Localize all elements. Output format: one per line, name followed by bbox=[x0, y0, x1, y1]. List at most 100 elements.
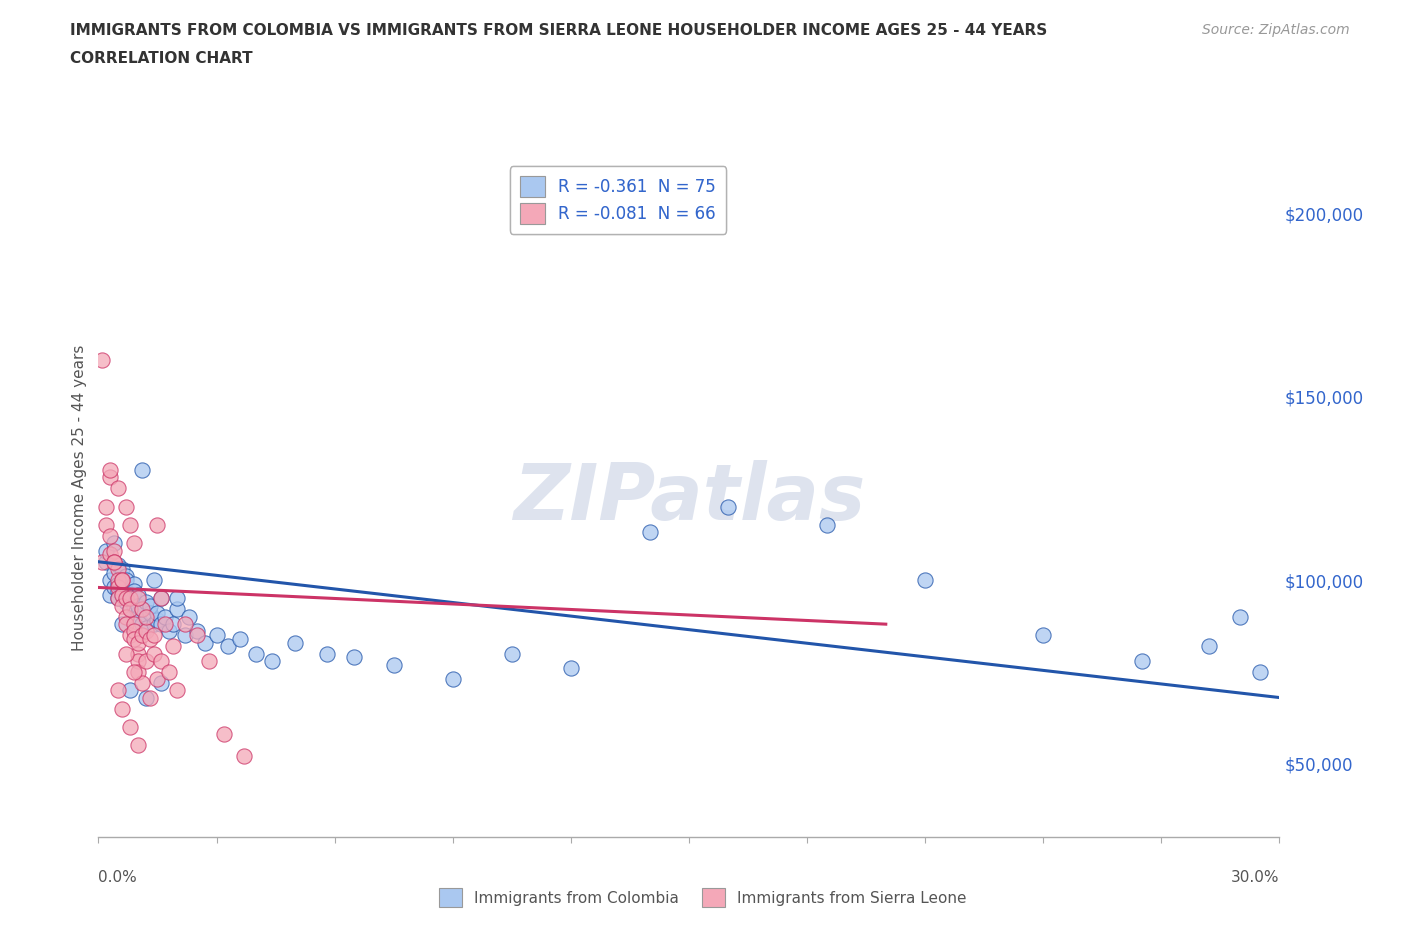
Y-axis label: Householder Income Ages 25 - 44 years: Householder Income Ages 25 - 44 years bbox=[72, 344, 87, 651]
Point bbox=[131, 628, 153, 643]
Point bbox=[343, 650, 366, 665]
Point bbox=[127, 664, 149, 679]
Point bbox=[131, 602, 153, 617]
Point bbox=[146, 518, 169, 533]
Point bbox=[135, 620, 157, 635]
Text: Source: ZipAtlas.com: Source: ZipAtlas.com bbox=[1202, 23, 1350, 37]
Point bbox=[174, 617, 197, 631]
Point bbox=[91, 352, 114, 367]
Point bbox=[115, 617, 138, 631]
Point bbox=[217, 639, 239, 654]
Point bbox=[146, 613, 169, 628]
Point bbox=[115, 499, 138, 514]
Point bbox=[103, 580, 125, 595]
Point bbox=[98, 547, 121, 562]
Point bbox=[115, 646, 138, 661]
Point bbox=[157, 624, 180, 639]
Point bbox=[131, 602, 153, 617]
Point bbox=[155, 609, 177, 624]
Point bbox=[131, 617, 153, 631]
Point bbox=[111, 580, 134, 595]
Point bbox=[142, 573, 165, 588]
Point bbox=[157, 664, 180, 679]
Text: CORRELATION CHART: CORRELATION CHART bbox=[70, 51, 253, 66]
Point bbox=[315, 646, 337, 661]
Point bbox=[127, 654, 149, 669]
Text: ZIPatlas: ZIPatlas bbox=[513, 459, 865, 536]
Point bbox=[127, 605, 149, 620]
Point bbox=[127, 737, 149, 752]
Legend: Immigrants from Colombia, Immigrants from Sierra Leone: Immigrants from Colombia, Immigrants fro… bbox=[433, 883, 973, 913]
Point bbox=[122, 624, 145, 639]
Point bbox=[115, 584, 138, 599]
Point bbox=[205, 628, 228, 643]
Point bbox=[1229, 609, 1251, 624]
Point bbox=[135, 690, 157, 705]
Point bbox=[118, 602, 141, 617]
Point bbox=[501, 646, 523, 661]
Point bbox=[441, 671, 464, 686]
Point bbox=[111, 588, 134, 603]
Text: IMMIGRANTS FROM COLOMBIA VS IMMIGRANTS FROM SIERRA LEONE HOUSEHOLDER INCOME AGES: IMMIGRANTS FROM COLOMBIA VS IMMIGRANTS F… bbox=[70, 23, 1047, 38]
Point bbox=[107, 683, 129, 698]
Point bbox=[138, 690, 160, 705]
Point bbox=[142, 628, 165, 643]
Point bbox=[186, 624, 208, 639]
Point bbox=[122, 577, 145, 591]
Point bbox=[142, 646, 165, 661]
Point bbox=[122, 536, 145, 551]
Point bbox=[127, 609, 149, 624]
Point bbox=[229, 631, 252, 646]
Point bbox=[107, 591, 129, 606]
Point bbox=[118, 588, 141, 603]
Point bbox=[122, 631, 145, 646]
Point bbox=[107, 558, 129, 573]
Point bbox=[118, 683, 141, 698]
Point bbox=[150, 591, 173, 606]
Point bbox=[118, 720, 141, 735]
Point bbox=[122, 584, 145, 599]
Point bbox=[131, 675, 153, 690]
Point bbox=[118, 518, 141, 533]
Point bbox=[284, 635, 307, 650]
Point bbox=[815, 518, 838, 533]
Point bbox=[717, 499, 740, 514]
Point bbox=[1130, 654, 1153, 669]
Point bbox=[111, 573, 134, 588]
Point bbox=[138, 605, 160, 620]
Point bbox=[118, 602, 141, 617]
Point bbox=[135, 624, 157, 639]
Text: 30.0%: 30.0% bbox=[1232, 870, 1279, 884]
Point bbox=[98, 588, 121, 603]
Point bbox=[107, 580, 129, 595]
Point bbox=[150, 654, 173, 669]
Point bbox=[111, 562, 134, 577]
Point bbox=[194, 635, 217, 650]
Point bbox=[103, 554, 125, 569]
Point bbox=[174, 628, 197, 643]
Point bbox=[107, 481, 129, 496]
Point bbox=[98, 528, 121, 543]
Point bbox=[115, 591, 138, 606]
Point bbox=[103, 543, 125, 558]
Point bbox=[96, 543, 118, 558]
Point bbox=[98, 470, 121, 485]
Point bbox=[111, 617, 134, 631]
Point bbox=[638, 525, 661, 539]
Point bbox=[214, 727, 236, 742]
Point bbox=[150, 675, 173, 690]
Point bbox=[177, 609, 200, 624]
Point bbox=[1198, 639, 1220, 654]
Point bbox=[166, 591, 188, 606]
Point bbox=[107, 577, 129, 591]
Point bbox=[127, 646, 149, 661]
Point bbox=[131, 462, 153, 477]
Point bbox=[115, 594, 138, 609]
Point bbox=[162, 617, 184, 631]
Point bbox=[91, 554, 114, 569]
Point bbox=[135, 609, 157, 624]
Point bbox=[127, 598, 149, 613]
Point bbox=[233, 749, 256, 764]
Point bbox=[115, 569, 138, 584]
Point bbox=[146, 671, 169, 686]
